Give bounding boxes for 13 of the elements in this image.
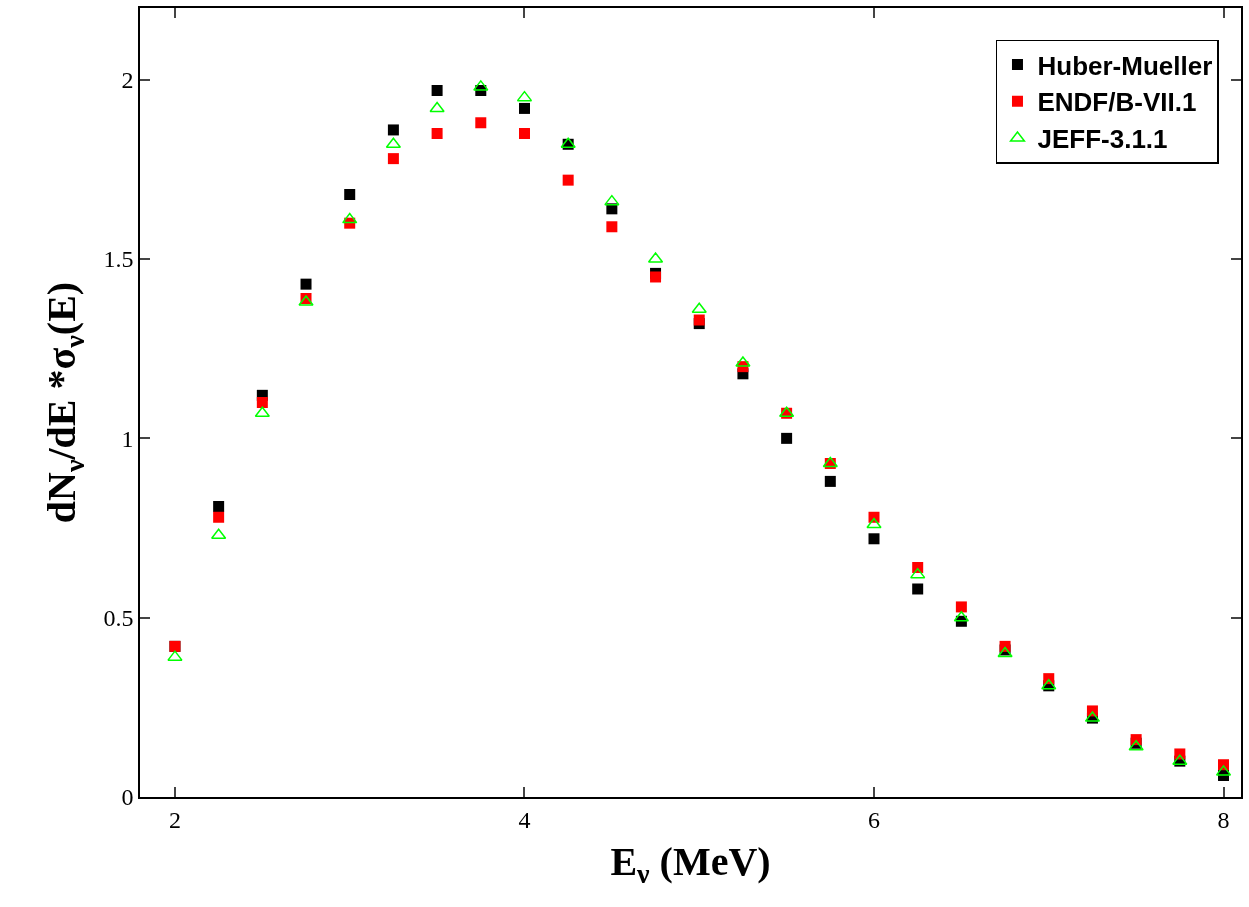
- y-tick-label: 0: [121, 784, 134, 811]
- y-tick-label: 1: [121, 425, 134, 452]
- y-tick-label: 0.5: [103, 605, 134, 632]
- x-tick-label: 6: [868, 806, 880, 833]
- legend-label: Huber-Mueller: [1037, 50, 1213, 81]
- y-tick-label: 1.5: [103, 246, 134, 273]
- y-tick-label: 2: [121, 67, 134, 94]
- legend-label: JEFF-3.1.1: [1037, 124, 1168, 155]
- x-tick-label: 8: [1217, 806, 1230, 833]
- legend-label: ENDF/B-VII.1: [1037, 87, 1197, 118]
- x-tick-label: 4: [518, 806, 531, 833]
- x-tick-label: 2: [168, 806, 181, 833]
- x-axis-title: E$_{ν}$ (MeV): [610, 838, 771, 889]
